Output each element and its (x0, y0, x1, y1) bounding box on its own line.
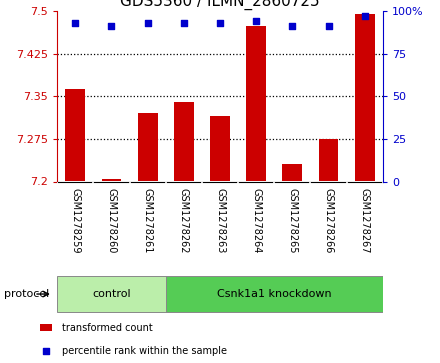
Text: GSM1278261: GSM1278261 (143, 188, 153, 253)
Text: GSM1278259: GSM1278259 (70, 188, 80, 253)
Point (289, 23, 296, 29)
Text: GSM1278260: GSM1278260 (106, 188, 117, 253)
Text: GSM1278263: GSM1278263 (215, 188, 225, 253)
Bar (102, 179, 121, 182)
Bar (210, 116, 230, 182)
Bar (246, 26, 266, 182)
Point (72, 20, 79, 26)
Bar (282, 164, 302, 182)
Bar (138, 113, 158, 182)
Text: transformed count: transformed count (62, 323, 152, 333)
Text: protocol: protocol (4, 289, 50, 299)
Bar (174, 102, 194, 182)
Point (361, 13, 368, 19)
Text: GSM1278267: GSM1278267 (360, 188, 370, 253)
Bar (57, 276, 166, 312)
Bar (319, 139, 338, 182)
Bar (166, 276, 383, 312)
Text: GSM1278266: GSM1278266 (323, 188, 334, 253)
Point (108, 23, 115, 29)
Bar (355, 14, 375, 182)
Point (180, 20, 187, 26)
Point (325, 23, 332, 29)
Title: GDS5360 / ILMN_2860725: GDS5360 / ILMN_2860725 (120, 0, 320, 9)
Point (253, 18, 260, 24)
Text: GSM1278264: GSM1278264 (251, 188, 261, 253)
Bar (66, 89, 85, 182)
Point (144, 20, 151, 26)
Point (216, 20, 224, 26)
Bar (40, 324, 52, 331)
Text: percentile rank within the sample: percentile rank within the sample (62, 346, 227, 356)
Text: GSM1278262: GSM1278262 (179, 188, 189, 253)
Point (43, 348, 50, 354)
Text: control: control (92, 289, 131, 299)
Text: Csnk1a1 knockdown: Csnk1a1 knockdown (217, 289, 332, 299)
Text: GSM1278265: GSM1278265 (287, 188, 297, 253)
